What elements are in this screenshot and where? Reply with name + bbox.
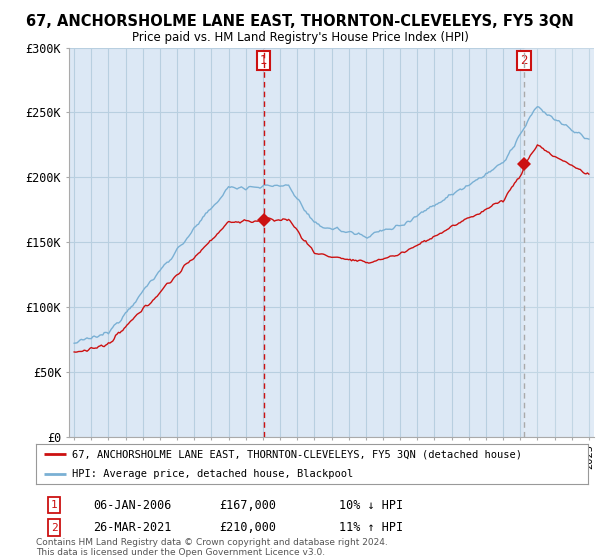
- Text: 10% ↓ HPI: 10% ↓ HPI: [339, 498, 403, 512]
- Text: 26-MAR-2021: 26-MAR-2021: [93, 521, 172, 534]
- Text: 67, ANCHORSHOLME LANE EAST, THORNTON-CLEVELEYS, FY5 3QN: 67, ANCHORSHOLME LANE EAST, THORNTON-CLE…: [26, 14, 574, 29]
- Text: £210,000: £210,000: [219, 521, 276, 534]
- Text: 1: 1: [50, 500, 58, 510]
- Bar: [524, 48, 594, 437]
- Text: 06-JAN-2006: 06-JAN-2006: [93, 498, 172, 512]
- Text: 11% ↑ HPI: 11% ↑ HPI: [339, 521, 403, 534]
- Text: £167,000: £167,000: [219, 498, 276, 512]
- Text: Price paid vs. HM Land Registry's House Price Index (HPI): Price paid vs. HM Land Registry's House …: [131, 31, 469, 44]
- Text: 2: 2: [520, 54, 528, 67]
- Text: 1: 1: [260, 54, 268, 67]
- Text: 2: 2: [50, 522, 58, 533]
- Text: HPI: Average price, detached house, Blackpool: HPI: Average price, detached house, Blac…: [72, 469, 353, 479]
- Text: 67, ANCHORSHOLME LANE EAST, THORNTON-CLEVELEYS, FY5 3QN (detached house): 67, ANCHORSHOLME LANE EAST, THORNTON-CLE…: [72, 449, 522, 459]
- Text: Contains HM Land Registry data © Crown copyright and database right 2024.
This d: Contains HM Land Registry data © Crown c…: [36, 538, 388, 557]
